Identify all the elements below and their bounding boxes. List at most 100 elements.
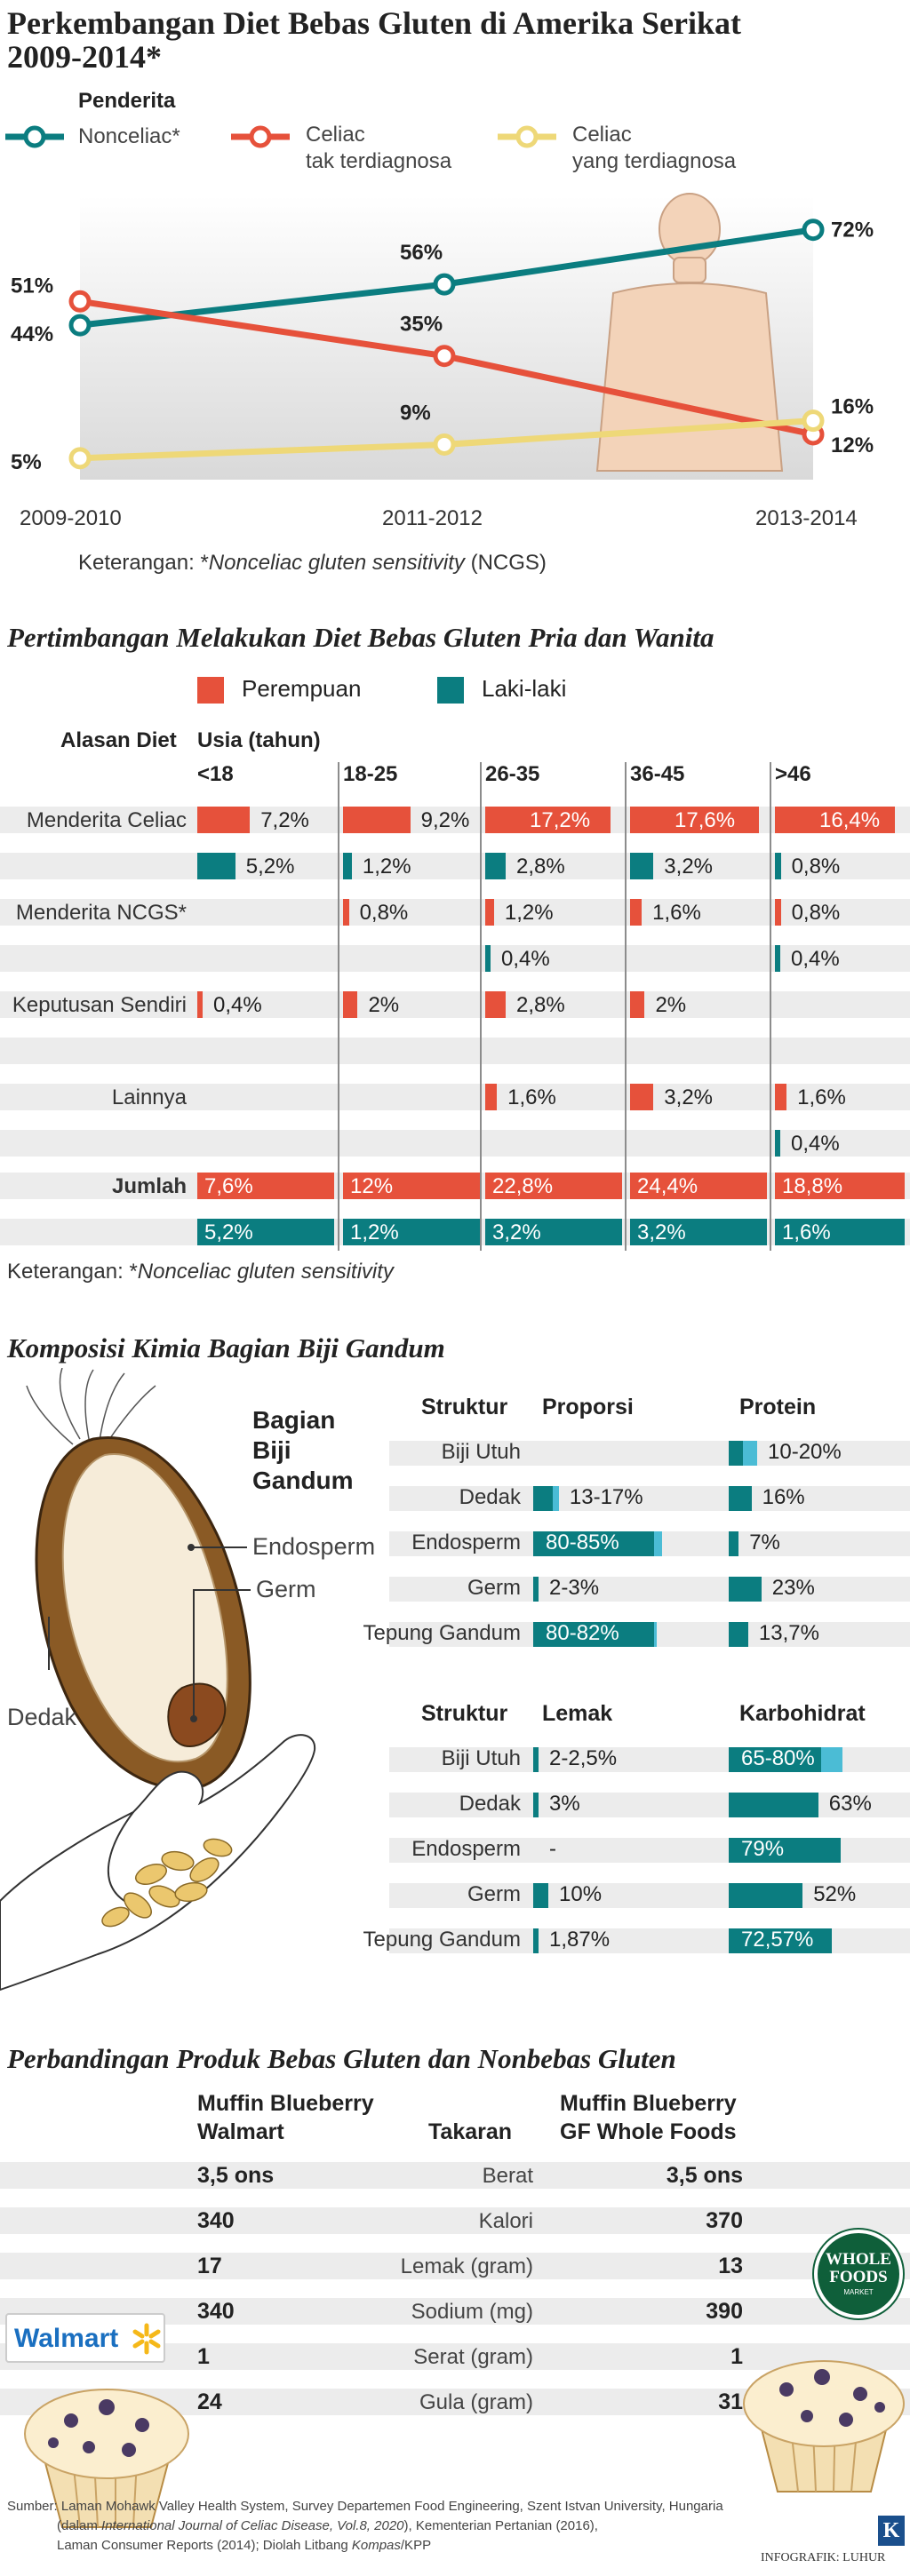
grain-bar-3-3	[729, 1883, 803, 1908]
data-label-celiac-diagnosed-2: 16%	[831, 395, 874, 419]
bar-female-0-4	[775, 807, 895, 833]
bar-male-0-1	[343, 853, 352, 879]
source-line2-pre: (dalam	[57, 2518, 102, 2533]
source-line3-post: /KPP	[400, 2538, 432, 2553]
grain-pointers	[48, 1544, 251, 1722]
data-label-nonceliac-0: 44%	[11, 322, 53, 346]
legend-celiac-diagnosed-marker	[498, 125, 556, 148]
grain-bar-1-2	[729, 1531, 739, 1556]
structure-label-0-2: Endosperm	[411, 1530, 521, 1554]
source-line2-post: ), Kementerian Pertanian (2016),	[403, 2518, 598, 2533]
compare-right-1: 370	[706, 2208, 743, 2233]
total-value-female-0: 7,6%	[204, 1174, 253, 1198]
compare-label-2: Lemak (gram)	[400, 2254, 533, 2278]
source-line3: Laman Consumer Reports (2014); Diolah Li…	[57, 2537, 431, 2555]
value-female-0-2: 17,2%	[530, 808, 591, 832]
page-title: Perkembangan Diet Bebas Gluten di Amerik…	[7, 5, 741, 41]
grain-stripe-0-3	[389, 1577, 910, 1602]
bar-female-0-1	[343, 807, 411, 833]
point-celiac-undiagnosed-1	[433, 345, 456, 368]
x-tick-0: 2009-2010	[20, 506, 122, 530]
age-header-3: 36-45	[630, 762, 685, 786]
legend-nonceliac-marker	[5, 125, 64, 148]
compare-left-0: 3,5 ons	[197, 2163, 275, 2188]
grain-bar-range-1-0	[743, 1441, 757, 1466]
value-female-2-2: 2,8%	[516, 993, 565, 1017]
row-stripe-3-1	[0, 1130, 910, 1157]
chart2-note-prefix: Keterangan: *	[7, 1260, 138, 1284]
legend-celiac-undiagnosed-sublabel: tak terdiagnosa	[306, 149, 452, 173]
value-female-2-1: 2%	[368, 993, 400, 1017]
grain-bar-2-1	[533, 1793, 539, 1817]
point-celiac-diagnosed-2	[802, 409, 825, 433]
grain-bar-1-0	[729, 1441, 743, 1466]
grain-value-1-3: 23%	[771, 1576, 815, 1600]
total-value-male-1: 1,2%	[350, 1220, 399, 1244]
reason-label-1: Menderita NCGS*	[15, 901, 187, 925]
compare-right-4: 1	[730, 2344, 743, 2369]
compare-stripe-0	[0, 2162, 910, 2189]
legend-female-swatch	[197, 677, 224, 704]
grain-value-2-0: 2-2,5%	[549, 1746, 618, 1770]
struktur-header-1: Struktur	[421, 1701, 508, 1726]
compare-right-0: 3,5 ons	[666, 2163, 743, 2188]
total-label: Jumlah	[111, 1174, 187, 1198]
point-celiac-diagnosed-0	[68, 447, 92, 470]
grain-bar-2-0	[533, 1747, 539, 1772]
bar-male-1-4	[775, 945, 780, 972]
column-divider-2	[625, 762, 627, 1251]
table-title-0: Proporsi	[542, 1395, 634, 1419]
row-stripe-1-1	[0, 945, 910, 972]
value-female-0-1: 9,2%	[420, 808, 470, 832]
grain-bar-3-1	[729, 1793, 818, 1817]
bar-female-2-3	[630, 991, 645, 1018]
grain-label-dedak: Dedak	[7, 1704, 77, 1730]
grain-bar-3-4	[729, 1928, 833, 1953]
grain-bar-range-3-0	[821, 1747, 842, 1772]
column-divider-3	[770, 762, 771, 1251]
grain-value-3-0: 65-80%	[741, 1746, 815, 1770]
measure-header: Takaran	[428, 2119, 513, 2144]
grain-value-1-4: 13,7%	[758, 1621, 819, 1645]
source-line2: (dalam International Journal of Celiac D…	[57, 2517, 598, 2535]
total-bar-male-0	[197, 1219, 334, 1245]
row-stripe-2-1	[0, 1038, 910, 1064]
wheat-grain-icon	[26, 1368, 251, 1790]
structure-label-0-1: Dedak	[459, 1485, 521, 1509]
grain-bar-range-0-1	[553, 1486, 559, 1511]
legend-title: Penderita	[78, 89, 176, 113]
grain-value-3-3: 52%	[813, 1882, 857, 1906]
compare-left-2: 17	[197, 2254, 222, 2278]
point-nonceliac-1	[433, 273, 456, 296]
chart2-note: Keterangan: *Nonceliac gluten sensitivit…	[7, 1260, 394, 1284]
grain-bar-0-3	[533, 1577, 539, 1602]
bar-male-3-4	[775, 1130, 780, 1157]
value-female-2-3: 2%	[655, 993, 687, 1017]
compare-left-3: 340	[197, 2299, 235, 2324]
grain-bar-1-4	[729, 1622, 748, 1647]
grain-value-3-1: 63%	[828, 1792, 872, 1816]
bar-male-1-2	[485, 945, 491, 972]
section4-title: Perbandingan Produk Bebas Gluten dan Non…	[7, 2043, 676, 2074]
total-bar-male-1	[343, 1219, 480, 1245]
total-value-male-4: 1,6%	[782, 1220, 831, 1244]
grain-stripe-1-1	[389, 1793, 910, 1817]
source-line3-pre: Laman Consumer Reports (2014); Diolah Li…	[57, 2538, 352, 2553]
value-female-1-1: 0,8%	[359, 901, 409, 925]
walmart-muffin-icon	[24, 2389, 189, 2528]
grain-bar-0-1	[533, 1486, 554, 1511]
whole-foods-logo-line3: MARKET	[843, 2288, 874, 2296]
compare-right-5: 31	[718, 2389, 743, 2414]
grain-value-2-2: -	[549, 1837, 556, 1861]
chart2-note-italic: Nonceliac gluten sensitivity	[137, 1260, 394, 1284]
bar-female-2-1	[343, 991, 358, 1018]
source-line2-italic: International Journal of Celiac Disease,…	[101, 2518, 404, 2533]
walmart-logo-icon: Walmart	[5, 2313, 165, 2363]
chart1-note-prefix: Keterangan: *	[78, 551, 209, 575]
grain-bar-range-0-4	[654, 1622, 658, 1647]
bar-female-3-2	[485, 1084, 498, 1110]
legend-celiac-undiagnosed-label: Celiac	[306, 123, 365, 147]
age-header-4: >46	[775, 762, 811, 786]
page-title-years: 2009-2014*	[7, 39, 162, 75]
value-male-0-3: 3,2%	[664, 855, 713, 879]
